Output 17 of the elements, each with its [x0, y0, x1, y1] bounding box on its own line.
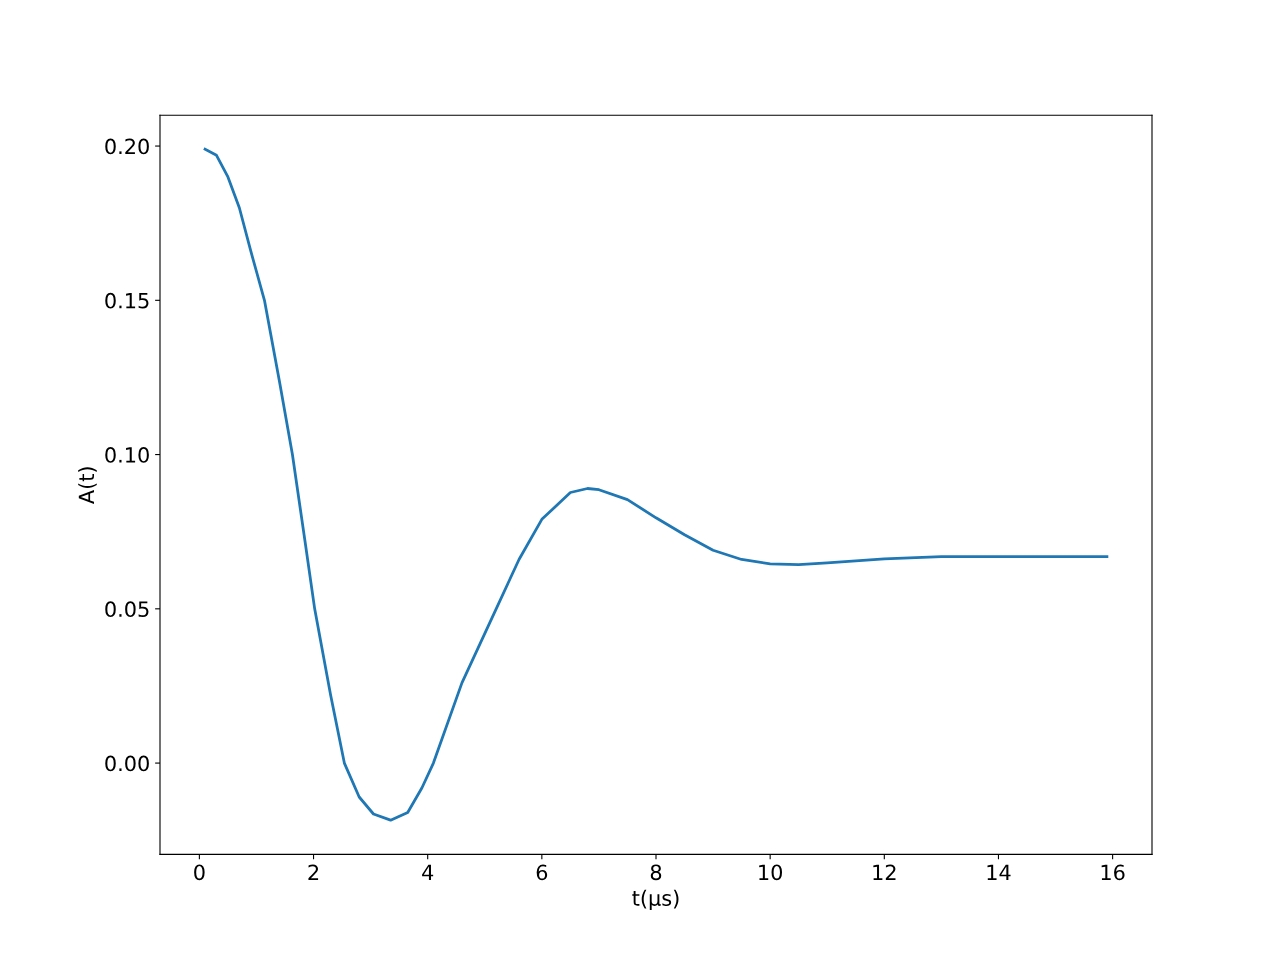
x-tick-label: 0: [194, 864, 205, 881]
x-tick-label: 4: [422, 864, 434, 880]
x-tick-label: 10: [759, 864, 783, 881]
x-tick-label: 14: [987, 864, 1011, 880]
x-tick-label: 8: [650, 864, 662, 881]
line-series: [203, 147, 1109, 822]
y-tick-label: 0.05: [105, 601, 149, 618]
x-axis-title: t(μs): [632, 889, 679, 910]
y-axis-title: A(t): [78, 467, 97, 504]
x-tick-label: 2: [308, 864, 319, 880]
x-tick-label: 6: [536, 864, 548, 881]
x-tick-label: 16: [1101, 864, 1125, 881]
y-tick-label: 0.10: [105, 447, 149, 463]
y-tick-label: 0.20: [105, 138, 149, 155]
y-tick-label: 0.15: [105, 292, 149, 309]
y-tick-label: 0.00: [105, 755, 149, 772]
x-tick-label: 12: [873, 864, 896, 880]
